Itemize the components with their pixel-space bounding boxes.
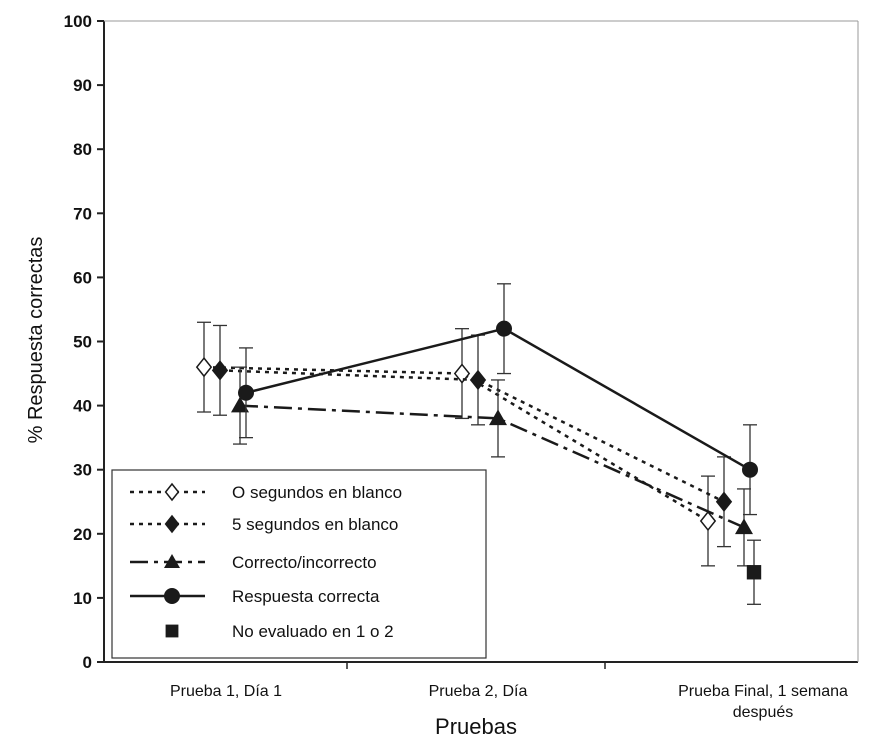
legend-marker [164,554,180,568]
x-tick-label: Prueba 2, Día [429,683,528,700]
y-tick-label: 90 [73,76,92,95]
series-layer [195,283,762,605]
x-axis-label: Pruebas [435,714,517,739]
series-3 [238,283,758,516]
legend-label: No evaluado en 1 o 2 [232,622,394,641]
y-axis-label: % Respuesta correctas [25,237,47,444]
legend-marker [165,624,179,638]
data-point [211,360,229,381]
y-tick-label: 100 [64,12,92,31]
series-1 [211,324,733,548]
data-point [231,396,249,413]
legend-marker [164,588,180,604]
y-tick-label: 60 [73,268,92,287]
x-tick-label: Prueba Final, 1 semana después [678,683,848,721]
data-point [742,461,758,478]
y-tick-label: 10 [73,589,92,608]
y-tick-label: 20 [73,525,92,544]
y-tick-label: 50 [73,333,92,352]
series-2 [231,366,753,567]
data-point [699,510,717,532]
axis-labels: Pruebas % Respuesta correctas [25,237,517,739]
legend-label: Correcto/incorrecto [232,553,377,572]
data-point [496,320,512,337]
y-tick-label: 80 [73,140,92,159]
series-0 [195,321,717,567]
data-point [469,369,487,391]
y-tick-label: 40 [73,397,92,416]
data-point [453,363,471,384]
data-point [746,565,762,580]
legend: O segundos en blanco 5 segundos en blanco… [111,469,487,659]
series-line [219,369,725,503]
y-tick-label: 70 [73,204,92,223]
legend-label: Respuesta correcta [232,587,380,606]
legend-marker [164,482,180,502]
data-point [489,409,507,426]
data-point [195,356,213,378]
axes: 0 10 20 30 40 50 60 70 80 90 100 Prueba 1, Día 1 Pru… [64,12,859,721]
data-point [735,518,753,535]
series-4 [746,539,762,605]
y-tick-label: 0 [83,653,92,672]
legend-marker [164,514,180,534]
legend-label: 5 segundos en blanco [232,515,398,534]
y-tick-label: 30 [73,461,92,480]
data-point [238,384,254,401]
data-point [715,491,733,512]
legend-label: O segundos en blanco [232,483,402,502]
x-tick-label: Prueba 1, Día 1 [170,683,282,700]
